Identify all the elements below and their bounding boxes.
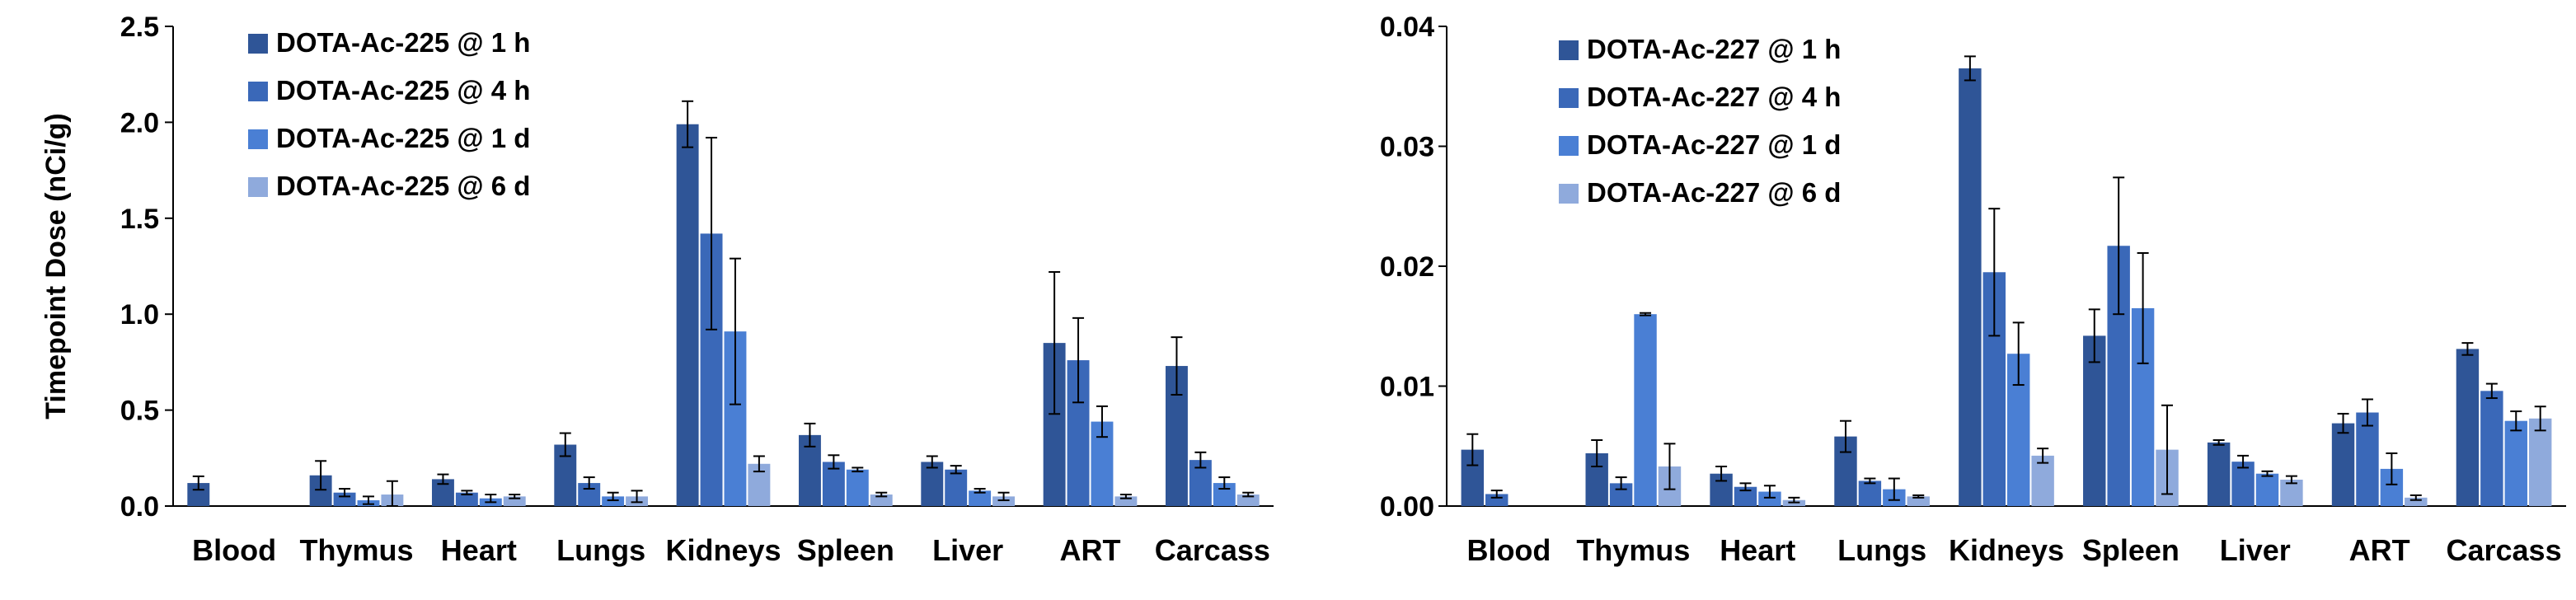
- category-label: ART: [1060, 533, 1121, 567]
- category-label: Thymus: [1576, 533, 1690, 567]
- bar: [1758, 491, 1781, 506]
- y-tick-label: 0.04: [1380, 12, 1434, 43]
- legend-label: DOTA-Ac-227 @ 1 d: [1587, 129, 1841, 160]
- y-tick-label: 0.03: [1380, 132, 1434, 163]
- bar: [1734, 486, 1757, 506]
- legend-swatch: [248, 177, 268, 197]
- bar: [1858, 480, 1882, 506]
- y-tick-label: 0.02: [1380, 251, 1434, 283]
- bar: [2083, 335, 2106, 506]
- bar: [2456, 349, 2480, 506]
- legend-label: DOTA-Ac-227 @ 4 h: [1587, 82, 1841, 112]
- chart-right: 0.00 0.01 0.02 0.03 0.04 Blood Thymus Heart Lung…: [1380, 12, 2566, 567]
- bar: [1236, 495, 1260, 506]
- bar: [2504, 420, 2527, 506]
- legend-label: DOTA-Ac-227 @ 6 d: [1587, 177, 1841, 208]
- legend-swatch: [1559, 184, 1579, 204]
- y-tick-label: 0.5: [120, 396, 159, 427]
- bar: [1114, 496, 1138, 506]
- legend-swatch: [248, 34, 268, 54]
- bar: [992, 496, 1016, 506]
- bar: [1907, 496, 1930, 506]
- y-tick-label: 2.0: [120, 107, 159, 138]
- category-label: Spleen: [2082, 533, 2180, 567]
- y-tick-label: 0.01: [1380, 372, 1434, 403]
- category-label: Carcass: [1155, 533, 1270, 567]
- category-label: Heart: [441, 533, 517, 567]
- category-label: Carcass: [2446, 533, 2561, 567]
- y-tick-label: 2.5: [120, 12, 159, 43]
- category-label: Kidneys: [1949, 533, 2064, 567]
- bar: [1634, 314, 1657, 506]
- category-label: Blood: [1466, 533, 1551, 567]
- category-label: Thymus: [299, 533, 413, 567]
- legend-swatch: [1559, 88, 1579, 108]
- bar: [2528, 418, 2552, 506]
- category-label: Liver: [2220, 533, 2291, 567]
- bar: [2405, 497, 2428, 506]
- bar: [676, 124, 699, 506]
- category-label: Liver: [932, 533, 1003, 567]
- bar: [1959, 68, 1982, 507]
- chart-left: 0.0 0.5 1.0 1.5 2.0 2.5 Timepoint Dose (nCi/g)…: [40, 12, 1274, 567]
- legend-label: DOTA-Ac-225 @ 4 h: [276, 75, 530, 105]
- bar: [945, 469, 968, 506]
- bar: [2331, 423, 2355, 506]
- bar: [870, 495, 893, 506]
- bar: [2356, 412, 2379, 506]
- category-label: Kidneys: [665, 533, 781, 567]
- category-label: Spleen: [797, 533, 894, 567]
- bar: [2207, 442, 2231, 506]
- category-label: Lungs: [556, 533, 645, 567]
- category-label: Blood: [192, 533, 276, 567]
- legend-swatch: [248, 82, 268, 101]
- category-label: Heart: [1720, 533, 1795, 567]
- legend-label: DOTA-Ac-225 @ 1 h: [276, 27, 530, 58]
- bar: [969, 490, 992, 506]
- y-tick-label: 0.00: [1380, 491, 1434, 523]
- legend-swatch: [1559, 136, 1579, 156]
- bar: [2480, 391, 2503, 506]
- y-axis-label: Timepoint Dose (nCi/g): [40, 113, 72, 419]
- legend-swatch: [248, 129, 268, 149]
- bar: [2231, 462, 2255, 506]
- y-tick-label: 0.0: [120, 491, 159, 523]
- y-tick-label: 1.0: [120, 299, 159, 330]
- legend-label: DOTA-Ac-225 @ 6 d: [276, 171, 530, 201]
- bar: [602, 496, 625, 506]
- bar: [455, 492, 478, 506]
- category-label: ART: [2349, 533, 2410, 567]
- legend-label: DOTA-Ac-225 @ 1 d: [276, 123, 530, 153]
- legend-label: DOTA-Ac-227 @ 1 h: [1587, 34, 1841, 64]
- bar: [503, 496, 526, 506]
- bar: [846, 469, 869, 506]
- legend-swatch: [1559, 40, 1579, 60]
- category-label: Lungs: [1837, 533, 1926, 567]
- bar: [921, 462, 944, 506]
- bar: [2031, 455, 2054, 506]
- y-tick-label: 1.5: [120, 204, 159, 235]
- bar: [2255, 473, 2279, 506]
